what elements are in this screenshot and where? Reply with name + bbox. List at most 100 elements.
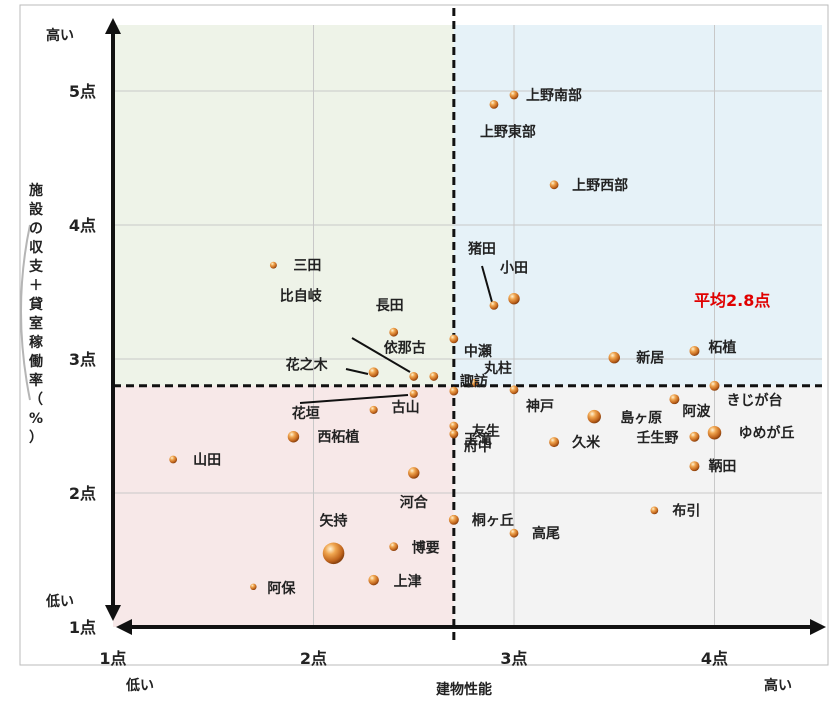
y-tick-label: 3点 [69, 350, 96, 369]
y-axis-arrow-up [105, 18, 121, 34]
quadrant-top-left [113, 25, 454, 386]
point-島ヶ原 [587, 409, 601, 424]
point-上津 [368, 574, 379, 586]
point-label-三田: 三田 [293, 258, 321, 274]
point-きじが台 [709, 380, 720, 391]
x-tick-label: 2点 [300, 649, 327, 668]
point-上野東部 [489, 100, 499, 109]
y-tick-label: 4点 [69, 216, 96, 235]
point-依那古 [429, 372, 439, 381]
point-猪田 [489, 301, 499, 310]
point-label-神戸: 神戸 [526, 398, 554, 415]
point-label-高尾: 高尾 [532, 525, 560, 542]
point-博要 [389, 542, 399, 551]
point-label-上津: 上津 [394, 573, 422, 590]
point-label-きじが台: きじが台 [727, 392, 783, 409]
y-axis-low-label: 低い [45, 593, 74, 610]
point-label-壬生野: 壬生野 [636, 430, 678, 447]
point-上野南部 [509, 90, 519, 100]
chart-frame [19, 4, 829, 666]
x-axis-low-label: 低い [125, 677, 154, 694]
point-label-山田: 山田 [193, 453, 221, 469]
point-label-矢持: 矢持 [320, 512, 348, 529]
point-label-上野南部: 上野南部 [526, 87, 582, 104]
point-label-桐ヶ丘: 桐ヶ丘 [472, 512, 514, 529]
point-桐ヶ丘 [448, 514, 459, 525]
point-布引 [650, 506, 659, 515]
y-axis-title-bracket [20, 224, 31, 401]
point-中瀬 [449, 334, 459, 344]
x-axis-high-label: 高い [764, 677, 792, 694]
point-山田 [169, 455, 178, 464]
point-久米 [549, 437, 560, 448]
point-矢持 [322, 542, 345, 565]
point-西柘植 [287, 430, 300, 443]
point-阿保 [250, 583, 257, 591]
point-label-ゆめが丘: ゆめが丘 [739, 425, 795, 442]
point-label-府中: 府中 [464, 438, 492, 455]
point-比自岐 [409, 372, 419, 381]
x-axis-arrow-right [810, 619, 826, 635]
point-label-花之木: 花之木 [286, 356, 329, 373]
leader-line-猪田 [481, 265, 493, 303]
point-label-新居: 新居 [636, 350, 664, 367]
point-古山 [369, 405, 378, 414]
point-label-河合: 河合 [400, 494, 429, 511]
x-axis-title: 建物性能 [436, 681, 492, 698]
point-河合 [408, 467, 420, 479]
point-label-丸柱: 丸柱 [483, 360, 512, 377]
point-諏訪 [449, 386, 459, 396]
point-label-鞆田: 鞆田 [708, 458, 736, 475]
point-花之木 [368, 367, 379, 378]
point-高尾 [509, 528, 519, 538]
point-label-小田: 小田 [500, 261, 528, 277]
point-三田 [269, 261, 277, 269]
point-ゆめが丘 [707, 425, 722, 440]
point-label-上野東部: 上野東部 [480, 123, 536, 140]
x-tick-label: 1点 [99, 649, 126, 668]
point-label-西柘植: 西柘植 [317, 429, 359, 446]
point-label-中瀬: 中瀬 [464, 343, 492, 360]
x-tick-label: 3点 [500, 649, 527, 668]
x-axis-arrow-left [116, 619, 132, 635]
point-label-古山: 古山 [392, 399, 420, 416]
point-長田 [389, 327, 399, 337]
point-丸柱 [469, 379, 478, 388]
point-阿波 [669, 394, 680, 405]
leader-line-花之木 [345, 368, 369, 375]
point-府中 [449, 429, 458, 439]
point-label-島ヶ原: 島ヶ原 [620, 410, 662, 427]
point-label-上野西部: 上野西部 [572, 177, 628, 194]
point-壬生野 [689, 431, 700, 442]
point-神戸 [509, 385, 519, 395]
point-label-玉滝: 玉滝 [464, 431, 492, 448]
point-label-猪田: 猪田 [467, 240, 496, 257]
y-axis-arrow-down [105, 605, 121, 621]
point-label-柘植: 柘植 [707, 339, 736, 356]
y-axis-title: 施設の収支＋貸室稼働率（%） [28, 182, 44, 446]
leader-line-花垣 [299, 394, 409, 404]
x-tick-label: 4点 [701, 649, 728, 668]
average-label: 平均2.8点 [694, 291, 770, 310]
quadrant-bottom-left [113, 385, 454, 627]
leader-line-比自岐 [351, 337, 411, 373]
point-label-阿保: 阿保 [267, 580, 296, 597]
y-tick-label: 5点 [69, 82, 96, 101]
point-上野西部 [549, 180, 559, 190]
point-label-博要: 博要 [412, 540, 440, 557]
point-柘植 [689, 345, 700, 356]
point-label-長田: 長田 [376, 298, 404, 314]
y-tick-label: 2点 [69, 484, 96, 503]
y-axis-high-label: 高い [46, 27, 74, 44]
point-label-友生: 友生 [472, 423, 500, 440]
point-玉滝 [449, 421, 459, 431]
point-label-依那古: 依那古 [384, 339, 426, 356]
point-label-比自岐: 比自岐 [280, 287, 323, 304]
point-label-久米: 久米 [571, 434, 601, 451]
quadrant-top-right [453, 25, 822, 386]
point-label-阿波: 阿波 [682, 403, 711, 420]
point-新居 [608, 351, 620, 364]
point-label-諏訪: 諏訪 [460, 373, 488, 390]
